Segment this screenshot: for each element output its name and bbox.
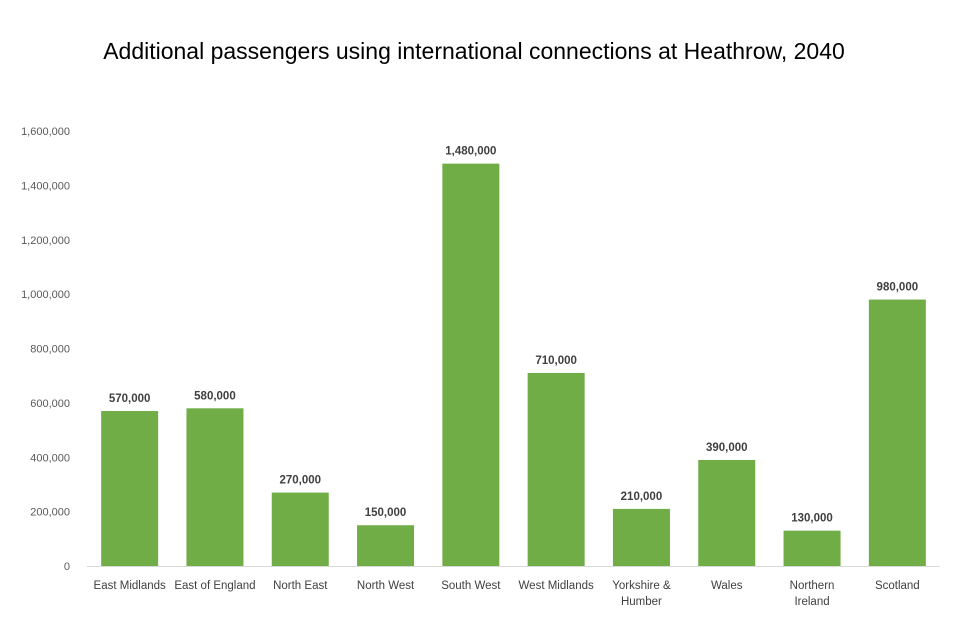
x-tick-label: Northern Ireland <box>790 580 835 608</box>
x-tick-label: East Midlands <box>94 580 166 592</box>
bar <box>271 492 329 566</box>
y-tick-label: 1,600,000 <box>21 126 70 138</box>
data-label: 1,480,000 <box>445 146 496 158</box>
y-tick-label: 600,000 <box>30 398 70 410</box>
y-tick-label: 400,000 <box>30 452 70 464</box>
data-label: 130,000 <box>791 513 833 525</box>
bar <box>527 372 585 566</box>
data-label: 980,000 <box>877 282 919 294</box>
bar <box>612 508 670 566</box>
bar <box>442 163 500 566</box>
data-label: 270,000 <box>279 475 321 487</box>
y-tick-label: 1,400,000 <box>21 180 70 192</box>
data-label: 580,000 <box>194 390 236 402</box>
data-label: 210,000 <box>621 491 663 503</box>
x-tick-label: Yorkshire & Humber <box>612 580 671 608</box>
y-tick-label: 1,200,000 <box>21 235 70 247</box>
x-tick-label: South West <box>441 580 501 592</box>
y-tick-label: 1,000,000 <box>21 289 70 301</box>
y-tick-label: 200,000 <box>30 507 70 519</box>
data-label: 150,000 <box>365 507 407 519</box>
bar <box>698 459 756 566</box>
y-tick-label: 800,000 <box>30 344 70 356</box>
data-label: 710,000 <box>535 355 577 367</box>
bar <box>783 530 841 566</box>
x-tick-label: Wales <box>711 580 743 592</box>
data-label: 570,000 <box>109 393 151 405</box>
y-tick-label: 0 <box>64 561 70 573</box>
bar <box>186 408 244 566</box>
x-tick-label: Scotland <box>875 580 920 592</box>
x-tick-label: North West <box>357 580 415 592</box>
x-tick-label: East of England <box>174 580 255 592</box>
x-tick-label: West Midlands <box>519 580 594 592</box>
bar <box>101 411 159 566</box>
data-label: 390,000 <box>706 442 748 454</box>
x-tick-label: North East <box>273 580 328 592</box>
bar <box>868 299 926 566</box>
chart-title: Additional passengers using internationa… <box>103 38 845 64</box>
bar <box>357 525 415 566</box>
